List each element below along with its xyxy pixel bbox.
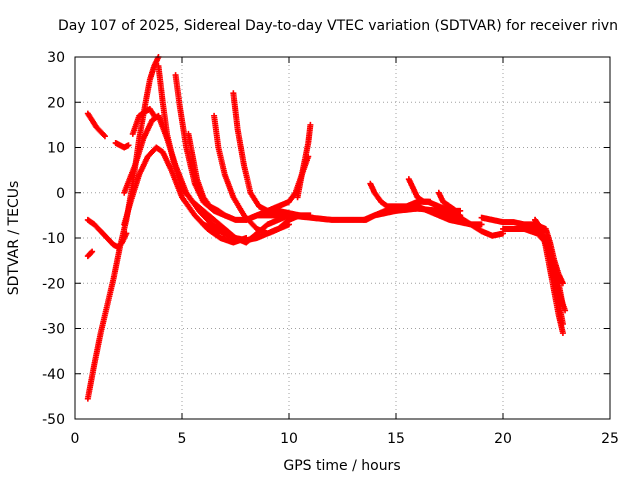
data-point xyxy=(125,142,132,149)
series-arc-5 xyxy=(129,106,158,137)
series-arc-9 xyxy=(230,90,314,219)
series-arc-21 xyxy=(360,205,506,239)
x-axis-label: GPS time / hours xyxy=(283,458,400,474)
x-tick-label: 20 xyxy=(494,431,512,447)
y-axis-label: SDTVAR / TECUs xyxy=(6,181,22,296)
series-arc-26 xyxy=(532,216,569,314)
y-tick-label: 30 xyxy=(47,50,65,66)
series-arc-14 xyxy=(200,221,292,244)
y-tick-label: -50 xyxy=(42,412,65,428)
data-point xyxy=(457,207,464,214)
x-tick-label: 15 xyxy=(387,431,405,447)
y-tick-label: 0 xyxy=(56,186,65,202)
data-point xyxy=(478,221,485,228)
data-point xyxy=(123,230,130,237)
data-point xyxy=(100,132,107,139)
x-tick-label: 10 xyxy=(280,431,298,447)
y-tick-label: -30 xyxy=(42,322,65,338)
y-tick-label: -40 xyxy=(42,367,65,383)
data-point xyxy=(151,112,158,119)
data-point xyxy=(286,221,292,228)
y-tick-label: -10 xyxy=(42,231,65,247)
x-tick-label: 25 xyxy=(601,431,619,447)
grid xyxy=(75,57,610,419)
series-arc-7 xyxy=(185,130,228,219)
y-tick-label: -20 xyxy=(42,276,65,292)
y-tick-label: 10 xyxy=(47,141,65,157)
x-tick-label: 5 xyxy=(178,431,187,447)
data-point xyxy=(559,330,566,337)
axis-ticks: 0 5 10 15 20 25 -50 -40 -30 -20 -10 0 10 20 30 xyxy=(42,50,619,447)
series-arc-11 xyxy=(84,216,130,251)
data-point xyxy=(221,212,228,219)
data-point xyxy=(427,198,434,205)
data-points xyxy=(84,54,569,402)
series-arc-16 xyxy=(294,121,314,201)
series-arc-10 xyxy=(84,110,108,140)
series-arc-13 xyxy=(112,139,132,151)
data-point xyxy=(88,249,95,256)
y-tick-label: 20 xyxy=(47,95,65,111)
data-point xyxy=(101,133,108,140)
series-arc-19 xyxy=(405,176,434,205)
data-point xyxy=(307,121,314,128)
data-point xyxy=(89,248,96,255)
x-tick-label: 0 xyxy=(71,431,80,447)
chart-title: Day 107 of 2025, Sidereal Day-to-day VTE… xyxy=(58,18,618,34)
series-arc-12 xyxy=(84,248,96,260)
data-point xyxy=(562,307,569,314)
series-arc-20 xyxy=(435,189,464,214)
